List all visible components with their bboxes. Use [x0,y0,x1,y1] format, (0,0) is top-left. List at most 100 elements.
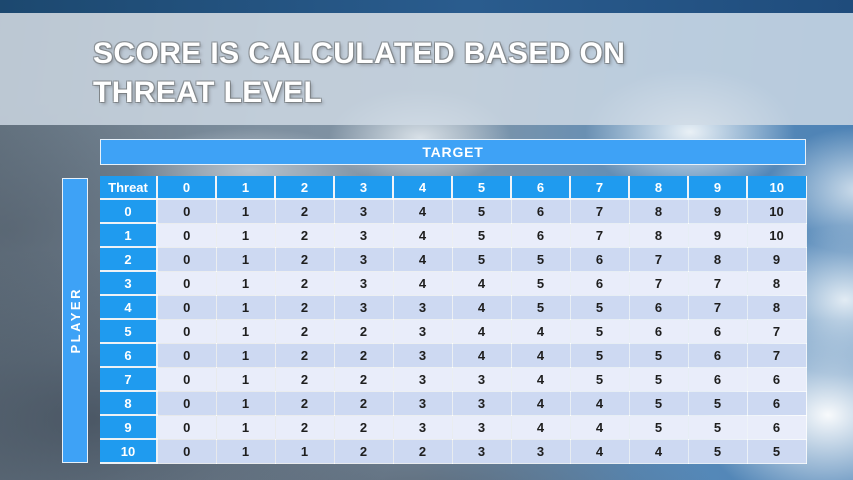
target-column-header: 10 [746,176,807,200]
score-cell: 7 [746,342,807,368]
score-cell: 6 [628,318,689,344]
score-cell: 2 [274,246,335,272]
score-cell: 4 [451,342,512,368]
score-cell: 3 [333,270,394,296]
score-cell: 0 [156,390,217,416]
matrix-row: 0 0 1 2 3 4 5 6 7 8 9 10 [100,198,807,224]
score-cell: 6 [569,246,630,272]
matrix-row: 1 0 1 2 3 4 5 6 7 8 9 10 [100,222,807,248]
score-cell: 3 [451,414,512,440]
score-cell: 5 [687,438,748,464]
threat-row-header: 6 [100,342,158,368]
matrix-header-row: Threat 0 1 2 3 4 5 6 7 8 9 10 [100,176,807,200]
score-cell: 6 [746,390,807,416]
score-cell: 4 [510,414,571,440]
score-cell: 0 [156,366,217,392]
score-cell: 2 [274,318,335,344]
score-cell: 2 [274,270,335,296]
score-cell: 5 [451,222,512,248]
score-cell: 0 [156,270,217,296]
score-cell: 1 [215,366,276,392]
score-cell: 0 [156,318,217,344]
threat-row-header: 8 [100,390,158,416]
score-cell: 3 [392,366,453,392]
score-matrix-table: Threat 0 1 2 3 4 5 6 7 8 9 10 0 0 1 2 3 4 5 6 7 8 9 10 1 0 1 2 3 4 5 6… [100,176,807,464]
score-cell: 2 [333,390,394,416]
score-cell: 1 [215,246,276,272]
score-cell: 2 [333,366,394,392]
score-cell: 2 [274,366,335,392]
score-cell: 2 [274,222,335,248]
score-cell: 1 [215,414,276,440]
target-column-header: 2 [274,176,335,200]
target-column-header: 5 [451,176,512,200]
score-cell: 7 [569,198,630,224]
score-cell: 4 [451,294,512,320]
score-cell: 7 [687,270,748,296]
score-cell: 4 [569,390,630,416]
score-cell: 5 [746,438,807,464]
matrix-row: 10 0 1 1 2 2 3 3 4 4 5 5 [100,438,807,464]
score-cell: 0 [156,198,217,224]
score-cell: 3 [392,414,453,440]
score-cell: 4 [392,222,453,248]
score-cell: 0 [156,342,217,368]
target-column-header: 9 [687,176,748,200]
score-cell: 4 [510,318,571,344]
top-sky-strip [0,0,853,13]
score-cell: 4 [510,366,571,392]
score-cell: 5 [510,270,571,296]
player-axis-label: PLAYER [67,287,83,354]
score-cell: 2 [333,318,394,344]
score-cell: 9 [687,222,748,248]
score-cell: 10 [746,198,807,224]
score-cell: 4 [569,438,630,464]
score-cell: 3 [392,342,453,368]
score-cell: 3 [333,198,394,224]
score-cell: 4 [510,390,571,416]
score-cell: 1 [215,342,276,368]
score-cell: 7 [746,318,807,344]
score-cell: 7 [569,222,630,248]
score-cell: 6 [746,366,807,392]
threat-row-header: 7 [100,366,158,392]
score-cell: 4 [451,318,512,344]
score-cell: 5 [628,342,689,368]
threat-row-header: 1 [100,222,158,248]
score-cell: 6 [569,270,630,296]
score-cell: 2 [274,342,335,368]
threat-row-header: 9 [100,414,158,440]
score-cell: 5 [569,366,630,392]
score-cell: 1 [215,198,276,224]
score-cell: 5 [628,390,689,416]
player-axis-header: PLAYER [62,178,88,463]
score-cell: 2 [333,342,394,368]
score-cell: 2 [274,414,335,440]
score-cell: 8 [746,270,807,296]
score-cell: 4 [569,414,630,440]
target-column-header: 3 [333,176,394,200]
score-cell: 3 [333,246,394,272]
score-cell: 3 [333,294,394,320]
score-cell: 6 [510,222,571,248]
score-cell: 2 [333,414,394,440]
score-cell: 3 [392,318,453,344]
score-cell: 0 [156,414,217,440]
score-cell: 5 [569,294,630,320]
score-cell: 1 [215,270,276,296]
score-cell: 6 [510,198,571,224]
score-cell: 1 [215,318,276,344]
slide-title: SCORE IS CALCULATED BASED ON THREAT LEVE… [93,34,625,112]
score-cell: 7 [628,246,689,272]
target-column-header: 7 [569,176,630,200]
score-cell: 4 [451,270,512,296]
threat-row-header: 2 [100,246,158,272]
score-cell: 0 [156,246,217,272]
target-column-header: 0 [156,176,217,200]
score-cell: 8 [628,198,689,224]
